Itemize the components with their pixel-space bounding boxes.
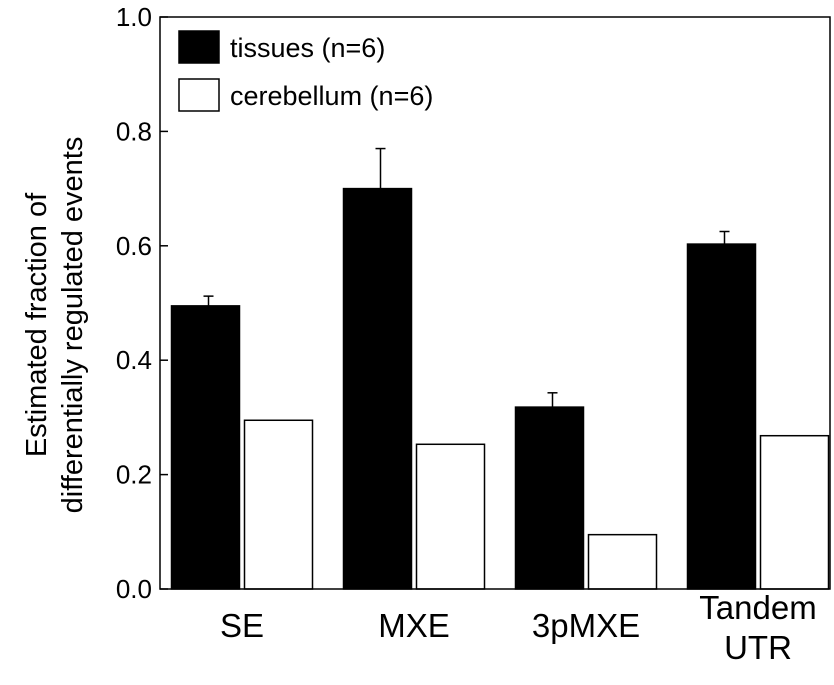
y-tick-label: 0.4 xyxy=(116,345,152,375)
cerebellum-bar xyxy=(415,443,486,590)
cerebellum-bar xyxy=(243,419,314,590)
tissues-bar xyxy=(342,187,413,590)
x-tick-label: 3pMXE xyxy=(532,607,640,644)
y-tick-label: 0.6 xyxy=(116,231,152,261)
y-tick-label: 0.0 xyxy=(116,574,152,604)
cerebellum-bar xyxy=(587,533,658,590)
x-tick-label: UTR xyxy=(724,629,792,666)
x-tick-label: Tandem xyxy=(699,589,816,626)
y-axis-label: Estimated fraction of differentially regu… xyxy=(21,137,89,514)
bars xyxy=(170,147,830,590)
y-axis-title-line: Estimated fraction of xyxy=(21,192,53,457)
legend-label: tissues (n=6) xyxy=(230,33,385,63)
legend-swatch xyxy=(178,30,220,64)
y-axis-title-line: differentially regulated events xyxy=(57,137,89,514)
tissues-bar xyxy=(170,305,241,590)
y-axis: 0.0 0.2 0.4 0.6 0.8 1.0 xyxy=(116,2,168,604)
y-tick-label: 0.8 xyxy=(116,116,152,146)
x-tick-label: MXE xyxy=(378,607,450,644)
y-axis-title: Estimated fraction of differentially regu… xyxy=(21,137,89,514)
tissues-bar xyxy=(686,243,757,590)
x-tick-label: SE xyxy=(220,607,264,644)
plot-frame xyxy=(159,16,831,590)
legend-swatch xyxy=(178,78,220,112)
legend-label: cerebellum (n=6) xyxy=(230,81,433,111)
legend: tissues (n=6) cerebellum (n=6) xyxy=(178,30,433,112)
y-tick-label: 1.0 xyxy=(116,2,152,32)
cerebellum-bar xyxy=(759,434,830,590)
y-tick-label: 0.2 xyxy=(116,460,152,490)
tissues-bar xyxy=(514,406,585,590)
